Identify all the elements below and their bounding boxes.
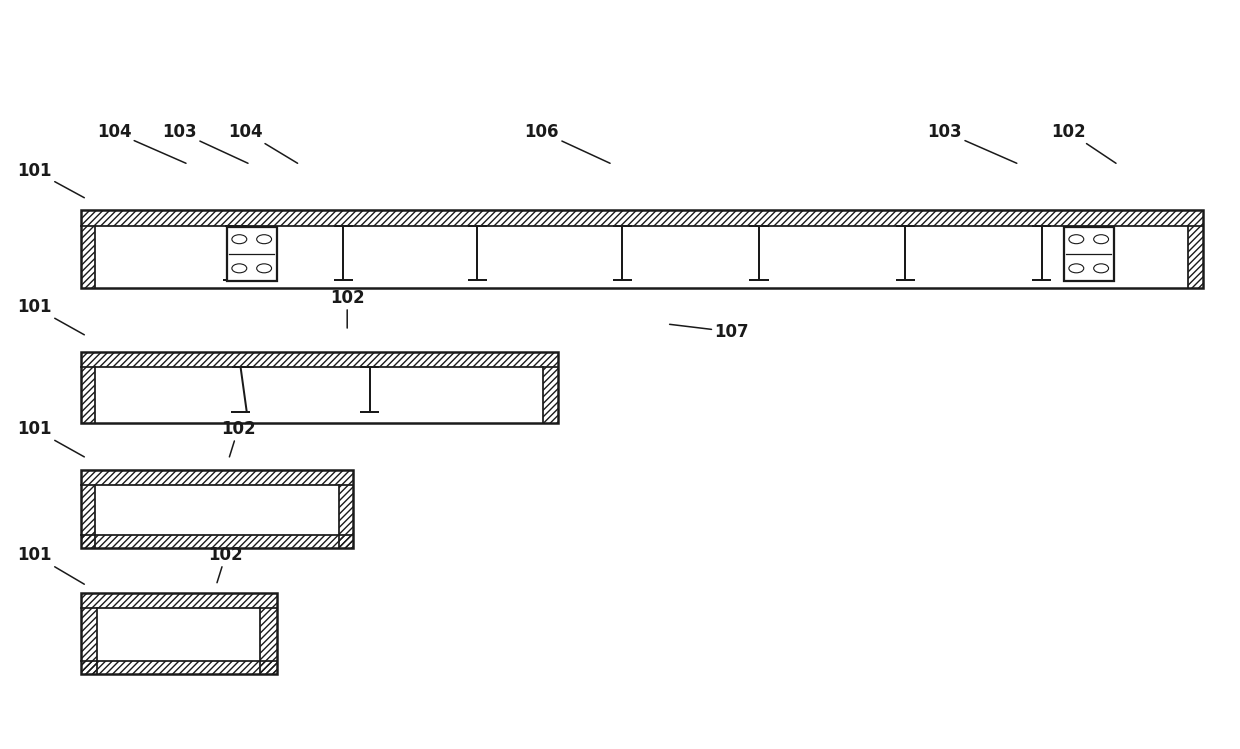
Bar [227, 227, 277, 281]
Bar [1064, 227, 1114, 281]
Text: 106: 106 [525, 123, 610, 163]
Bar [81, 210, 1203, 226]
Circle shape [1094, 234, 1109, 243]
Text: 101: 101 [17, 162, 84, 198]
Circle shape [257, 264, 272, 273]
Text: 103: 103 [162, 123, 248, 163]
Bar [81, 661, 277, 674]
Text: 103: 103 [928, 123, 1017, 163]
Text: 107: 107 [670, 323, 749, 341]
Bar [81, 608, 97, 674]
Bar [543, 367, 558, 423]
Bar [81, 470, 353, 548]
Bar [81, 367, 95, 423]
Bar [81, 593, 277, 674]
Circle shape [257, 234, 272, 243]
Bar [81, 352, 558, 423]
Circle shape [1069, 234, 1084, 243]
Bar [81, 352, 558, 423]
Bar [81, 470, 353, 548]
Bar [81, 210, 1203, 288]
Text: 104: 104 [228, 123, 298, 163]
Circle shape [1094, 264, 1109, 273]
Circle shape [232, 264, 247, 273]
Bar [260, 608, 277, 674]
Bar [81, 352, 558, 367]
Text: 102: 102 [208, 546, 243, 583]
Bar [81, 210, 1203, 288]
Bar [1188, 226, 1203, 288]
Bar [81, 593, 277, 674]
Text: 101: 101 [17, 546, 84, 584]
Text: 101: 101 [17, 420, 84, 457]
Text: 102: 102 [330, 289, 365, 328]
Text: 102: 102 [1052, 123, 1116, 163]
Bar [81, 535, 353, 548]
Bar [339, 485, 353, 548]
Circle shape [232, 234, 247, 243]
Bar [81, 593, 277, 608]
Bar [81, 226, 95, 288]
Circle shape [1069, 264, 1084, 273]
Text: 104: 104 [97, 123, 186, 163]
Text: 102: 102 [221, 420, 255, 457]
Bar [81, 470, 353, 485]
Bar [81, 485, 95, 548]
Text: 101: 101 [17, 298, 84, 335]
